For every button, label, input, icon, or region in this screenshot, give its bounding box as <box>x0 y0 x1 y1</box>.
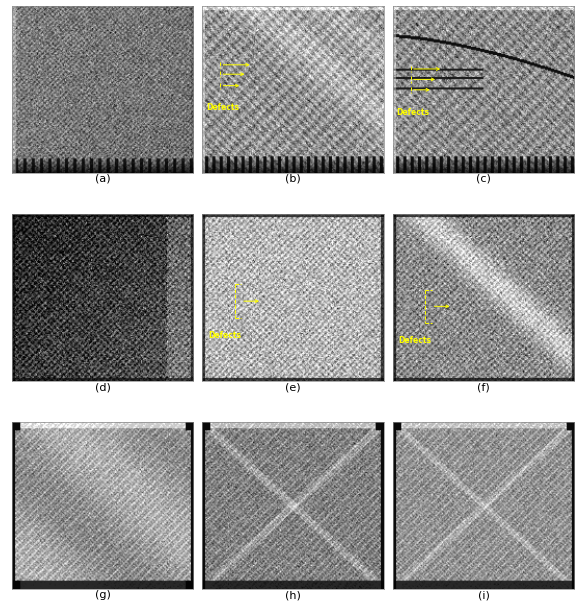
X-axis label: (b): (b) <box>285 174 301 184</box>
Text: Defects: Defects <box>397 108 430 117</box>
X-axis label: (i): (i) <box>478 590 489 600</box>
Text: Defects: Defects <box>398 336 431 345</box>
X-axis label: (h): (h) <box>285 590 301 600</box>
X-axis label: (e): (e) <box>285 382 301 392</box>
X-axis label: (a): (a) <box>95 174 110 184</box>
X-axis label: (c): (c) <box>476 174 491 184</box>
X-axis label: (f): (f) <box>477 382 490 392</box>
Text: Defects: Defects <box>208 331 241 340</box>
X-axis label: (d): (d) <box>94 382 110 392</box>
Text: Defects: Defects <box>206 103 239 112</box>
X-axis label: (g): (g) <box>94 590 110 600</box>
